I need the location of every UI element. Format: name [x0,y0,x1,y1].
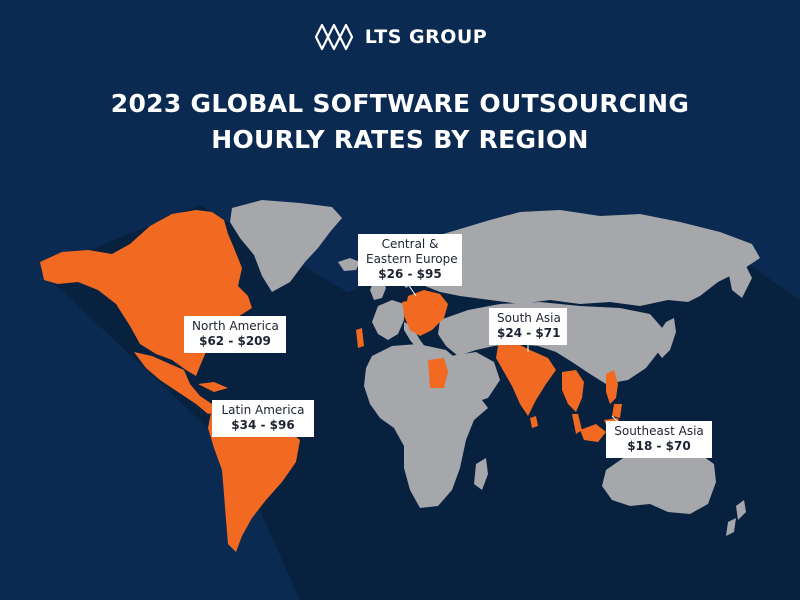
label-central-eastern-europe: Central & Eastern Europe $26 - $95 [358,234,462,286]
label-southeast-asia: Southeast Asia $18 - $70 [606,421,712,458]
region-rate: $18 - $70 [627,439,691,453]
region-name-line-2: Eastern Europe [366,252,458,266]
page-title: 2023 GLOBAL SOFTWARE OUTSOURCING HOURLY … [0,86,800,158]
region-rate: $34 - $96 [231,418,295,432]
label-north-america: North America $62 - $209 [184,316,286,353]
region-rate: $24 - $71 [497,326,561,340]
region-rate: $62 - $209 [199,334,271,348]
lts-logo-icon [314,23,353,51]
region-name: Latin America [221,403,305,417]
region-name: North America [192,319,279,333]
title-line-1: 2023 GLOBAL SOFTWARE OUTSOURCING [110,89,690,118]
region-rate: $26 - $95 [378,267,442,281]
region-name: South Asia [497,311,561,325]
region-name: Southeast Asia [614,424,704,438]
title-line-2: HOURLY RATES BY REGION [211,125,589,154]
brand-header: LTS GROUP [0,22,800,52]
label-south-asia: South Asia $24 - $71 [489,308,567,345]
brand-name: LTS GROUP [364,26,488,48]
label-latin-america: Latin America $34 - $96 [212,400,314,437]
region-name: Central & [381,237,439,251]
